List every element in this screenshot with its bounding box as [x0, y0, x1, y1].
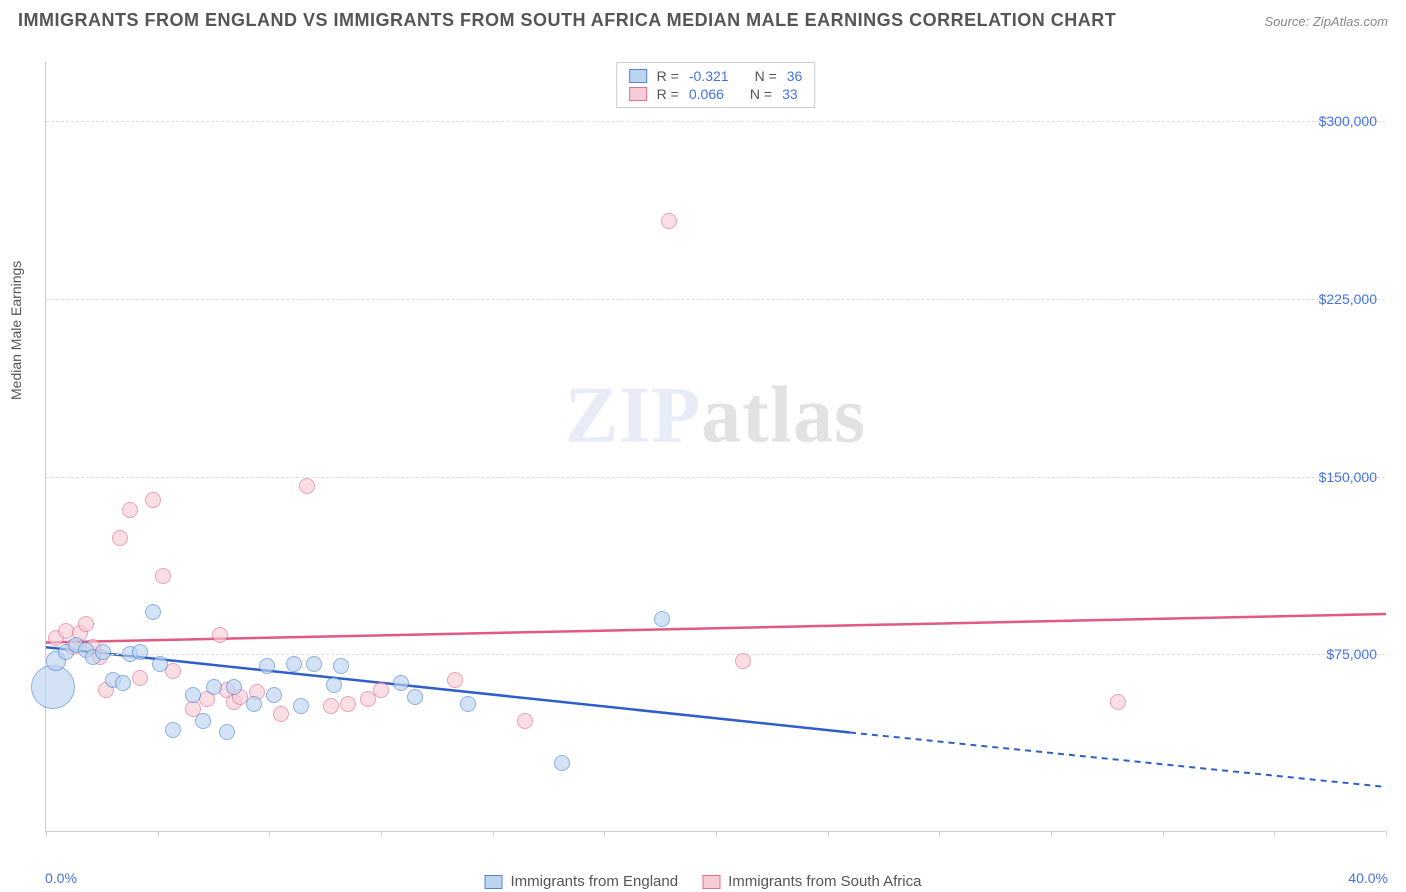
data-point [323, 698, 339, 714]
gridline [46, 654, 1385, 655]
n-value-south-africa: 33 [782, 86, 798, 102]
data-point [226, 679, 242, 695]
n-value-england: 36 [787, 68, 803, 84]
r-value-south-africa: 0.066 [689, 86, 724, 102]
data-point [340, 696, 356, 712]
data-point [273, 706, 289, 722]
ytick-label: $300,000 [1319, 113, 1377, 129]
chart-plot-area: ZIPatlas R = -0.321 N = 36 R = 0.066 N =… [45, 62, 1385, 832]
data-point [112, 530, 128, 546]
data-point [333, 658, 349, 674]
y-axis-label: Median Male Earnings [8, 261, 24, 400]
data-point [152, 656, 168, 672]
data-point [95, 644, 111, 660]
data-point [145, 492, 161, 508]
data-point [460, 696, 476, 712]
legend-label-south-africa: Immigrants from South Africa [728, 873, 921, 890]
data-point [293, 698, 309, 714]
data-point [132, 670, 148, 686]
source-label: Source: ZipAtlas.com [1264, 14, 1388, 29]
data-point [286, 656, 302, 672]
data-point [299, 478, 315, 494]
r-label: R = [657, 68, 679, 84]
data-point [78, 616, 94, 632]
data-point [447, 672, 463, 688]
xtick [46, 831, 47, 837]
xtick [1274, 831, 1275, 837]
data-point [517, 713, 533, 729]
legend-item-south-africa: Immigrants from South Africa [702, 873, 921, 890]
data-point [554, 755, 570, 771]
data-point [115, 675, 131, 691]
data-point [206, 679, 222, 695]
xtick [1386, 831, 1387, 837]
gridline [46, 121, 1385, 122]
watermark: ZIPatlas [565, 370, 866, 461]
data-point [155, 568, 171, 584]
data-point [246, 696, 262, 712]
data-point [195, 713, 211, 729]
x-start-label: 0.0% [45, 870, 77, 886]
xtick [604, 831, 605, 837]
gridline [46, 477, 1385, 478]
swatch-england-icon [485, 875, 503, 889]
data-point [306, 656, 322, 672]
data-point [259, 658, 275, 674]
xtick [158, 831, 159, 837]
ytick-label: $225,000 [1319, 291, 1377, 307]
xtick [828, 831, 829, 837]
data-point [407, 689, 423, 705]
data-point [31, 665, 75, 709]
data-point [393, 675, 409, 691]
r-value-england: -0.321 [689, 68, 729, 84]
bottom-legend: Immigrants from England Immigrants from … [485, 873, 922, 890]
ytick-label: $75,000 [1326, 646, 1377, 662]
swatch-england [629, 69, 647, 83]
watermark-zip: ZIP [565, 371, 701, 459]
data-point [373, 682, 389, 698]
data-point [165, 722, 181, 738]
data-point [1110, 694, 1126, 710]
xtick [381, 831, 382, 837]
swatch-south-africa-icon [702, 875, 720, 889]
data-point [122, 502, 138, 518]
r-label: R = [657, 86, 679, 102]
x-end-label: 40.0% [1348, 870, 1388, 886]
xtick [269, 831, 270, 837]
n-label: N = [755, 68, 777, 84]
data-point [219, 724, 235, 740]
data-point [212, 627, 228, 643]
data-point [266, 687, 282, 703]
ytick-label: $150,000 [1319, 469, 1377, 485]
data-point [326, 677, 342, 693]
xtick [493, 831, 494, 837]
xtick [1051, 831, 1052, 837]
watermark-atlas: atlas [701, 371, 866, 459]
gridline [46, 299, 1385, 300]
xtick [939, 831, 940, 837]
xtick [1163, 831, 1164, 837]
data-point [661, 213, 677, 229]
xtick [716, 831, 717, 837]
legend-item-england: Immigrants from England [485, 873, 679, 890]
n-label: N = [750, 86, 772, 102]
data-point [654, 611, 670, 627]
trend-lines [46, 62, 1386, 832]
legend-row-england: R = -0.321 N = 36 [629, 67, 803, 85]
swatch-south-africa [629, 87, 647, 101]
data-point [185, 687, 201, 703]
data-point [145, 604, 161, 620]
legend-row-south-africa: R = 0.066 N = 33 [629, 85, 803, 103]
legend-label-england: Immigrants from England [511, 873, 679, 890]
data-point [735, 653, 751, 669]
correlation-legend: R = -0.321 N = 36 R = 0.066 N = 33 [616, 62, 816, 108]
chart-title: IMMIGRANTS FROM ENGLAND VS IMMIGRANTS FR… [18, 10, 1116, 31]
data-point [132, 644, 148, 660]
